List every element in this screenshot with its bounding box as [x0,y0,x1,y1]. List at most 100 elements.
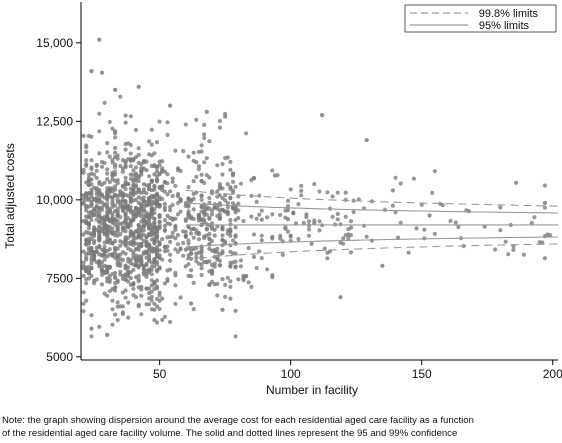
data-point [89,313,94,318]
data-point [225,155,230,160]
data-point [110,241,115,246]
data-point [84,218,89,223]
data-point [107,186,112,191]
data-point [113,150,118,155]
data-point [220,238,225,243]
data-point [244,131,249,136]
legend: 99.8% limits 95% limits [404,4,557,33]
data-point [115,178,120,183]
data-point [285,229,291,234]
data-point [223,209,228,214]
data-point [152,220,157,225]
data-point [102,100,107,105]
data-point [99,282,105,287]
data-point [225,205,230,210]
data-point [178,168,183,173]
data-point [233,210,238,215]
data-point [97,237,102,242]
data-point [133,127,139,133]
data-point [493,247,498,252]
data-point [191,226,196,231]
data-point [152,247,157,252]
data-point [107,265,112,270]
data-point [199,266,204,271]
data-point [97,210,102,215]
data-point [165,192,170,197]
data-point [189,198,194,203]
data-point [217,252,222,257]
data-point [236,277,241,282]
data-point [175,233,181,238]
data-point [149,298,154,303]
data-point [196,237,201,242]
data-point [133,258,139,264]
data-point [191,150,196,155]
data-point [330,214,335,219]
data-point [212,205,217,210]
data-point [178,209,183,214]
data-point [191,235,196,240]
data-point [427,213,432,218]
data-point [393,210,398,215]
data-point [482,224,487,229]
data-point [147,286,152,291]
data-point [157,197,162,202]
data-point [270,273,275,278]
data-point [154,193,160,198]
data-point [186,224,191,229]
data-point [202,135,207,141]
data-point [97,191,102,196]
data-point [230,201,236,206]
data-point [257,212,262,217]
data-point [113,285,118,290]
data-point [199,204,204,209]
data-point [99,70,105,75]
data-point [94,195,99,201]
legend-label-95: 95% limits [479,20,530,32]
data-point [118,94,123,99]
data-point [348,233,354,238]
data-point [390,188,395,193]
data-point [275,173,280,178]
data-point [230,188,236,193]
data-point [228,222,233,227]
data-point [105,167,110,172]
data-point [233,234,238,239]
data-point [173,247,178,252]
data-point [335,217,340,222]
data-point [126,269,131,274]
data-point [149,307,154,312]
data-point [466,209,471,214]
data-point [120,205,125,210]
data-point [105,201,110,206]
data-point [183,229,188,234]
data-point [139,169,144,175]
data-point [113,135,118,140]
data-point [133,178,139,183]
note-line-2: of the residential aged care facility vo… [2,427,458,439]
data-point [498,228,503,233]
data-point [107,154,112,159]
data-point [157,225,162,230]
data-point [133,263,139,268]
data-point [105,332,110,337]
data-point [165,132,170,137]
data-point [120,208,125,213]
data-point [259,208,264,213]
data-point [107,180,112,185]
data-point [84,149,89,155]
data-point [265,267,270,272]
data-point [89,69,94,74]
data-point [173,283,178,288]
data-point [249,214,254,219]
data-point [131,238,136,243]
data-point [259,238,264,243]
data-point [278,233,283,238]
data-point [335,190,340,195]
data-point [131,187,136,192]
y-tick-label: 7500 [46,271,73,285]
figure-note: Note: the graph showing dispersion aroun… [2,415,560,440]
data-point [102,225,107,230]
data-point [346,236,351,241]
data-point [94,277,99,282]
